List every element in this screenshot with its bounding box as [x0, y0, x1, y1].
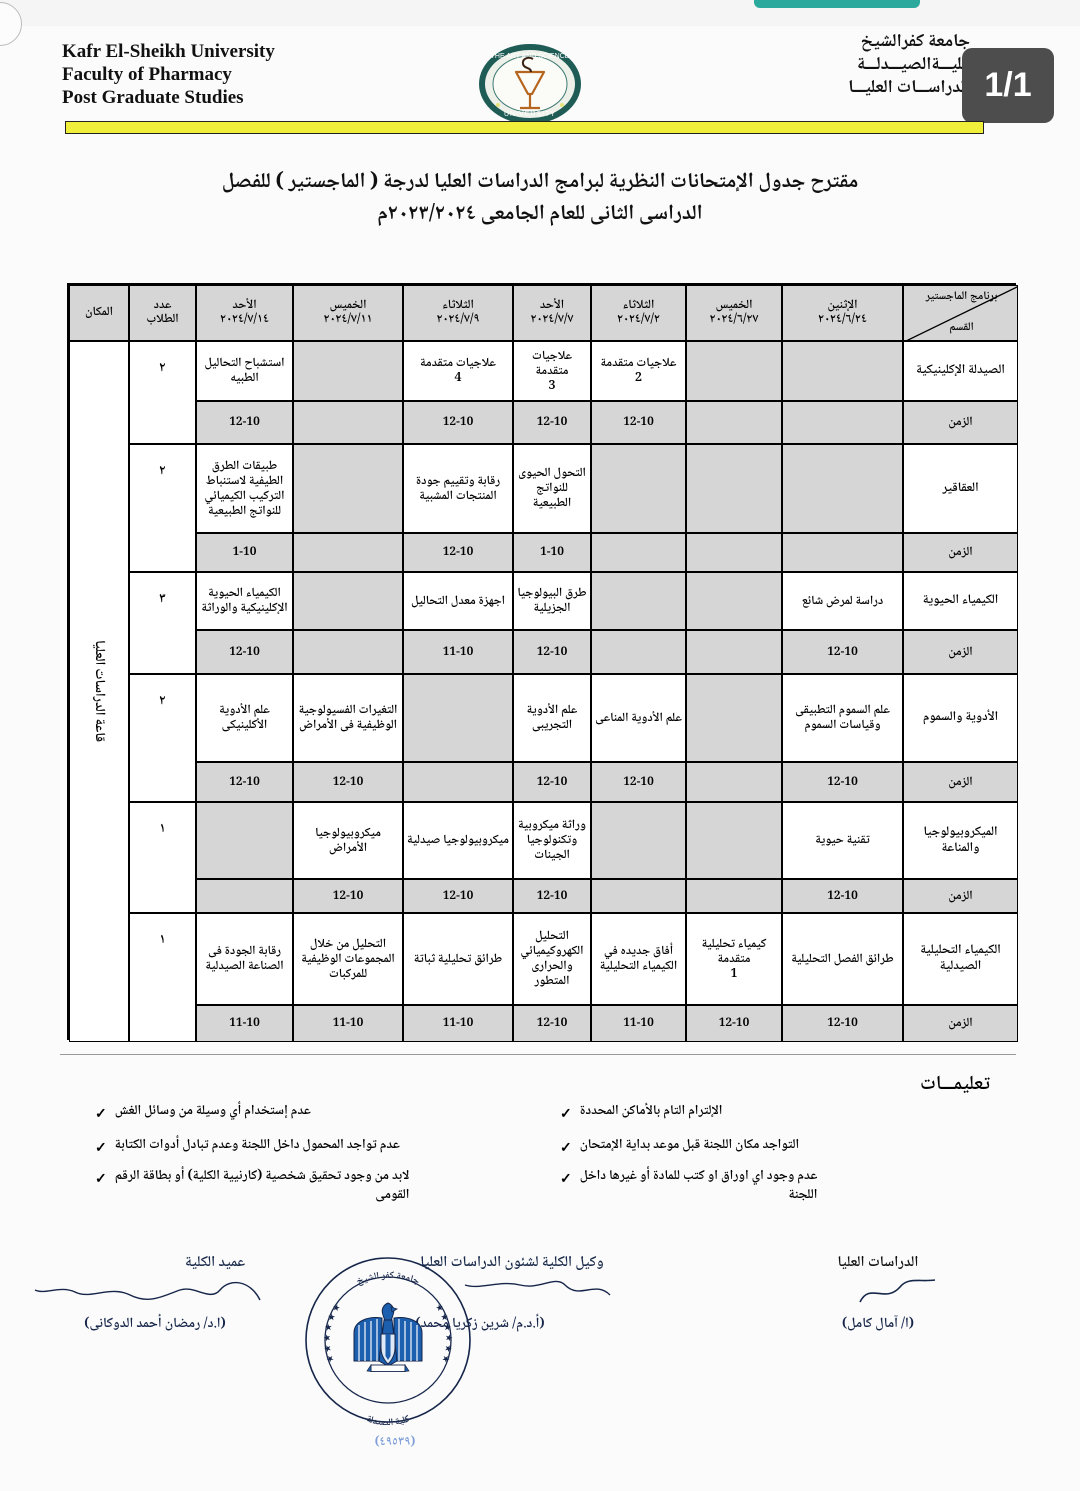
svg-text:THE ART AND SCIENCE: THE ART AND SCIENCE: [491, 53, 570, 60]
svg-text:★: ★: [436, 1352, 454, 1365]
svg-text:★: ★: [322, 1352, 340, 1365]
svg-text:UNIVERSITY: UNIVERSITY: [504, 111, 556, 118]
svg-text:★: ★: [440, 1334, 456, 1343]
svg-text:★: ★: [320, 1343, 337, 1353]
svg-text:جامعة كفر الشيخ: جامعة كفر الشيخ: [354, 1268, 422, 1291]
svg-text:★: ★: [320, 1334, 336, 1343]
svg-text:★: ★: [439, 1343, 456, 1353]
svg-text:كلية الصيدلة: كلية الصيدلة: [363, 1411, 413, 1425]
svg-text:★: ★: [438, 1322, 455, 1333]
